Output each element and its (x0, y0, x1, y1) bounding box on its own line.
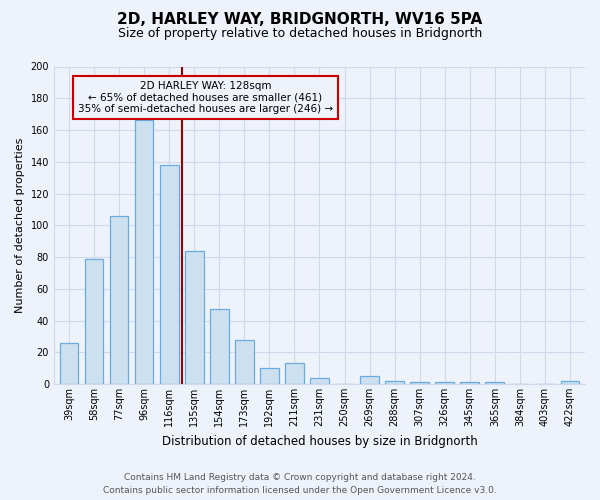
Bar (485, 382, 504, 384)
Text: Size of property relative to detached houses in Bridgnorth: Size of property relative to detached ho… (118, 28, 482, 40)
Text: Contains HM Land Registry data © Crown copyright and database right 2024.
Contai: Contains HM Land Registry data © Crown c… (103, 473, 497, 495)
Bar (235, 340, 254, 384)
Bar (285, 364, 304, 384)
Bar (260, 368, 279, 384)
Bar (160, 165, 179, 384)
Bar (385, 381, 404, 384)
X-axis label: Distribution of detached houses by size in Bridgnorth: Distribution of detached houses by size … (161, 434, 478, 448)
Bar (560, 381, 580, 384)
Bar (410, 382, 429, 384)
Text: 2D, HARLEY WAY, BRIDGNORTH, WV16 5PA: 2D, HARLEY WAY, BRIDGNORTH, WV16 5PA (118, 12, 482, 28)
Bar (360, 376, 379, 384)
Bar (436, 382, 454, 384)
Bar (310, 378, 329, 384)
Bar (110, 216, 128, 384)
Bar (59, 342, 79, 384)
Bar (460, 382, 479, 384)
Text: 2D HARLEY WAY: 128sqm
← 65% of detached houses are smaller (461)
35% of semi-det: 2D HARLEY WAY: 128sqm ← 65% of detached … (78, 81, 333, 114)
Bar (210, 310, 229, 384)
Bar (85, 258, 103, 384)
Bar (185, 250, 203, 384)
Bar (135, 120, 154, 384)
Y-axis label: Number of detached properties: Number of detached properties (15, 138, 25, 313)
